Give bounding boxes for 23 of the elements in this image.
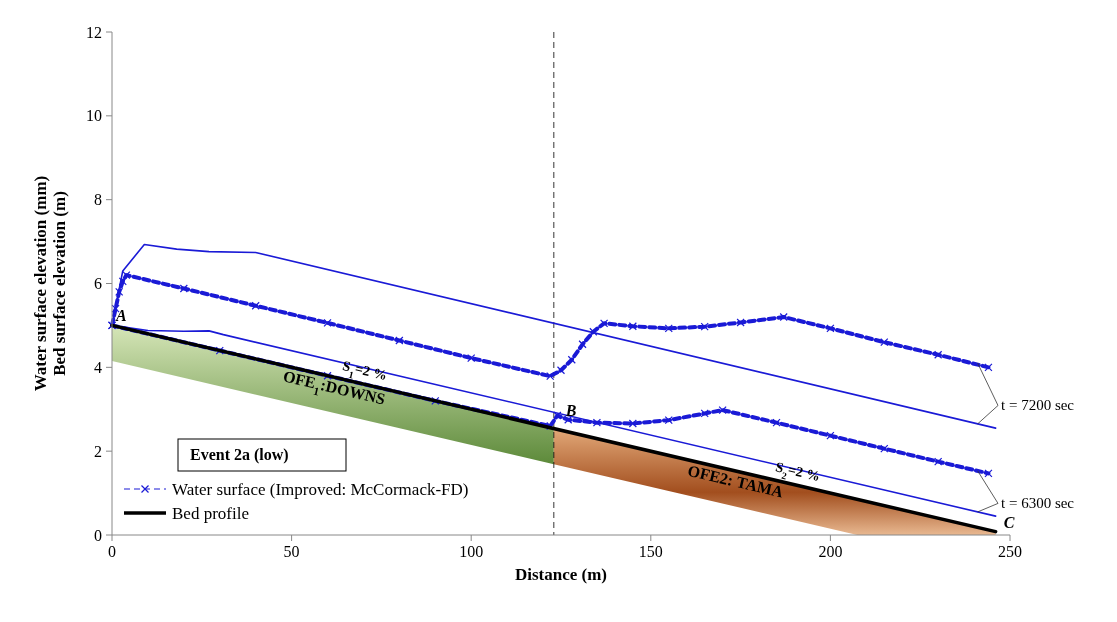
y-axis-title: Water surface elevation (mm) Bed surface elevation (m) xyxy=(31,175,69,392)
annotation: B xyxy=(564,402,577,420)
x-axis-title: Distance (m) xyxy=(514,565,608,584)
annotation: t = 7200 sec xyxy=(1001,397,1075,414)
y-tick-label: 8 xyxy=(94,191,102,209)
annotation: Event 2a (low) xyxy=(190,446,289,464)
annotation: t = 6300 sec xyxy=(1001,495,1075,512)
x-tick-label: 150 xyxy=(638,543,663,560)
y-tick-label: 10 xyxy=(86,107,102,125)
x-tick-label: 100 xyxy=(459,543,484,560)
annotation: A xyxy=(115,307,127,325)
y-tick-label: 2 xyxy=(94,442,102,460)
y-tick-label: 4 xyxy=(94,358,102,376)
legend-label: Bed profile xyxy=(172,504,249,523)
y-tick-label: 6 xyxy=(94,275,102,293)
x-tick-label: 200 xyxy=(818,543,843,560)
legend-label: Water surface (Improved: McCormack-FD) xyxy=(172,480,469,499)
annotation: C xyxy=(1003,513,1015,531)
x-tick-label: 50 xyxy=(283,543,300,560)
x-tick-label: 0 xyxy=(108,543,116,560)
y-tick-label: 0 xyxy=(94,526,102,544)
y-tick-label: 12 xyxy=(86,23,102,41)
x-tick-label: 250 xyxy=(998,543,1022,560)
